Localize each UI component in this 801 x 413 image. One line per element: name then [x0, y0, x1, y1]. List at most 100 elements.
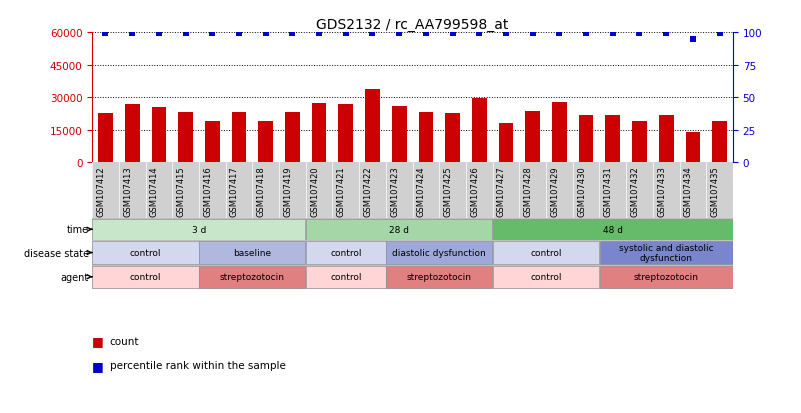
Text: GSM107419: GSM107419: [284, 166, 292, 216]
Text: 28 d: 28 d: [389, 225, 409, 234]
Text: ■: ■: [92, 334, 104, 347]
Point: [606, 31, 619, 38]
Bar: [493, 266, 599, 288]
Bar: [493, 219, 733, 240]
Text: baseline: baseline: [233, 249, 272, 257]
Bar: [419, 113, 433, 163]
Point: [179, 31, 192, 38]
Text: GSM107417: GSM107417: [230, 166, 239, 216]
Bar: [92, 266, 199, 288]
Text: control: control: [130, 273, 161, 282]
Bar: [92, 242, 199, 264]
Text: GSM107412: GSM107412: [96, 166, 106, 216]
Point: [99, 31, 112, 38]
Text: disease state: disease state: [24, 248, 89, 258]
Text: GSM107431: GSM107431: [604, 166, 613, 216]
Text: GSM107416: GSM107416: [203, 166, 212, 216]
Text: GSM107413: GSM107413: [123, 166, 132, 216]
Bar: [552, 102, 567, 163]
Bar: [312, 103, 327, 163]
Point: [340, 31, 352, 38]
Text: GSM107435: GSM107435: [710, 166, 719, 216]
Text: control: control: [130, 249, 161, 257]
Text: streptozotocin: streptozotocin: [634, 273, 698, 282]
Text: ■: ■: [92, 359, 104, 372]
Text: control: control: [330, 249, 361, 257]
Point: [526, 31, 539, 38]
Point: [633, 31, 646, 38]
Text: count: count: [110, 336, 139, 346]
Point: [713, 31, 726, 38]
Text: GSM107427: GSM107427: [497, 166, 506, 216]
Text: GSM107433: GSM107433: [657, 166, 666, 216]
Bar: [659, 115, 674, 163]
Bar: [92, 219, 305, 240]
Point: [260, 31, 272, 38]
Point: [553, 31, 566, 38]
Bar: [306, 219, 493, 240]
Point: [686, 36, 699, 43]
Point: [473, 31, 485, 38]
Bar: [199, 266, 305, 288]
Bar: [306, 242, 385, 264]
Bar: [493, 242, 599, 264]
Text: control: control: [530, 273, 562, 282]
Bar: [258, 122, 273, 163]
Bar: [179, 113, 193, 163]
Text: GSM107422: GSM107422: [364, 166, 372, 216]
Text: GSM107414: GSM107414: [150, 166, 159, 216]
Text: GSM107423: GSM107423: [390, 166, 399, 216]
Text: streptozotocin: streptozotocin: [407, 273, 472, 282]
Text: GSM107424: GSM107424: [417, 166, 426, 216]
Bar: [712, 122, 727, 163]
Title: GDS2132 / rc_AA799598_at: GDS2132 / rc_AA799598_at: [316, 18, 509, 32]
Point: [660, 31, 673, 38]
Bar: [579, 115, 594, 163]
Text: GSM107425: GSM107425: [444, 166, 453, 216]
Bar: [386, 242, 493, 264]
Bar: [339, 104, 353, 163]
Bar: [365, 89, 380, 163]
Text: agent: agent: [61, 272, 89, 282]
Bar: [306, 266, 385, 288]
Bar: [525, 112, 540, 163]
Point: [392, 31, 405, 38]
Text: diastolic dysfunction: diastolic dysfunction: [392, 249, 486, 257]
Bar: [125, 104, 139, 163]
Bar: [445, 114, 460, 163]
Point: [152, 31, 165, 38]
Bar: [632, 122, 647, 163]
Bar: [205, 122, 219, 163]
Bar: [199, 242, 305, 264]
Text: GSM107426: GSM107426: [470, 166, 479, 216]
Bar: [386, 266, 493, 288]
Text: time: time: [66, 225, 89, 235]
Point: [232, 31, 245, 38]
Bar: [98, 114, 113, 163]
Point: [126, 31, 139, 38]
Text: 48 d: 48 d: [603, 225, 622, 234]
Bar: [151, 108, 167, 163]
Text: GSM107418: GSM107418: [256, 166, 266, 216]
Text: GSM107432: GSM107432: [630, 166, 639, 216]
Text: GSM107430: GSM107430: [577, 166, 586, 216]
Bar: [498, 124, 513, 163]
Text: percentile rank within the sample: percentile rank within the sample: [110, 361, 286, 370]
Text: GSM107415: GSM107415: [176, 166, 186, 216]
Bar: [600, 242, 733, 264]
Text: control: control: [530, 249, 562, 257]
Text: GSM107420: GSM107420: [310, 166, 319, 216]
Text: GSM107421: GSM107421: [336, 166, 346, 216]
Point: [366, 31, 379, 38]
Bar: [392, 107, 406, 163]
Point: [286, 31, 299, 38]
Point: [420, 31, 433, 38]
Text: systolic and diastolic
dysfunction: systolic and diastolic dysfunction: [619, 244, 714, 262]
Text: control: control: [330, 273, 361, 282]
Point: [312, 31, 325, 38]
Bar: [600, 266, 733, 288]
Text: GSM107429: GSM107429: [550, 166, 559, 216]
Text: GSM107434: GSM107434: [684, 166, 693, 216]
Text: 3 d: 3 d: [191, 225, 206, 234]
Point: [500, 31, 513, 38]
